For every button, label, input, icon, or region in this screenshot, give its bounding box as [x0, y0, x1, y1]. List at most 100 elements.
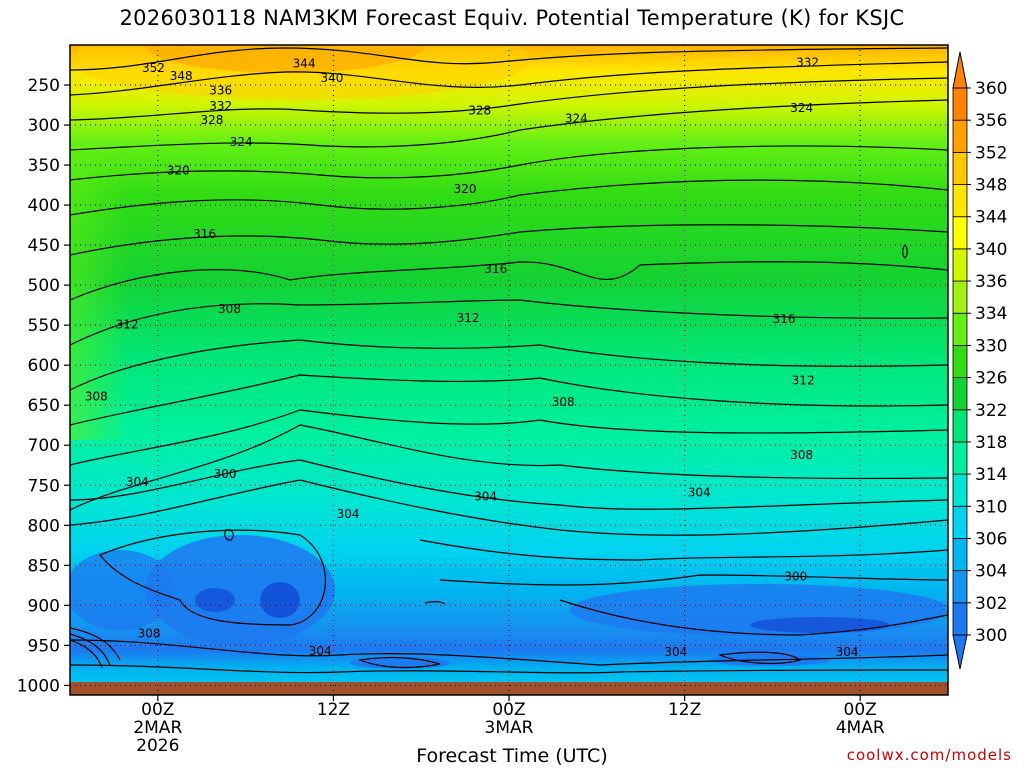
colorbar-tick-label: 344	[975, 208, 1007, 228]
contour-label: 324	[565, 112, 588, 126]
y-tick-label: 300	[28, 116, 60, 136]
colorbar-tick-label: 318	[975, 433, 1007, 453]
contour-label: 316	[193, 227, 216, 241]
ground-strip	[70, 682, 948, 695]
colorbar: 300 302 304 306 310 314 318 322 326 330 334 336 340 3…	[952, 51, 1007, 670]
contour-label: 320	[167, 164, 190, 178]
colorbar-tick-label: 304	[975, 562, 1007, 582]
x-axis-title: Forecast Time (UTC)	[416, 745, 608, 767]
colorbar-under-arrow	[952, 634, 968, 670]
contour-label: 332	[209, 99, 232, 113]
contour-label: 304	[474, 489, 497, 503]
y-tick-label: 750	[28, 476, 60, 496]
contour-label: 308	[218, 302, 241, 316]
contour-label: 324	[230, 135, 253, 149]
x-tick-label: 2MAR	[133, 718, 182, 738]
contour-label: 336	[209, 84, 232, 98]
credit-text: coolwx.com/models	[846, 746, 1012, 764]
y-tick-label: 500	[28, 276, 60, 296]
y-tick-label: 550	[28, 316, 60, 336]
colorbar-bin	[952, 345, 968, 378]
colorbar-tick-label: 340	[975, 240, 1007, 260]
colorbar-bin	[952, 505, 968, 539]
colorbar-bin	[952, 538, 968, 572]
y-tick-label: 950	[28, 636, 60, 656]
x-tick-label: 4MAR	[836, 718, 885, 738]
y-axis: 250 300 350 400 450 500 550 600 650 700 750 800 850 9…	[17, 76, 70, 696]
contour-label: 300	[784, 570, 807, 584]
x-tick-label: 2026	[136, 736, 179, 756]
contour-label: 324	[790, 101, 813, 115]
contour-label: 304	[664, 645, 687, 659]
colorbar-bin	[952, 377, 968, 411]
colorbar-tick-label: 300	[975, 626, 1007, 646]
contour-label: 348	[170, 69, 193, 83]
contour-label: 304	[337, 507, 360, 521]
contour-label: 304	[309, 644, 332, 658]
contour-label: 300	[214, 467, 237, 481]
colorbar-tick-label: 330	[975, 336, 1007, 356]
contour-label: 312	[792, 373, 815, 387]
grid-lines	[70, 45, 948, 695]
colorbar-tick-label: 306	[975, 529, 1007, 549]
colorbar-tick-label: 326	[975, 369, 1007, 389]
y-tick-label: 400	[28, 196, 60, 216]
contour-label: 308	[138, 626, 161, 640]
y-tick-label: 850	[28, 556, 60, 576]
contour-label: 316	[484, 262, 507, 276]
contour-label: 312	[457, 311, 480, 325]
contour-label: 352	[142, 61, 165, 75]
colorbar-tick-label: 336	[975, 272, 1007, 292]
contour-label: 344	[293, 56, 316, 70]
colorbar-bin	[952, 570, 968, 604]
colorbar-bin	[952, 87, 968, 121]
colorbar-bin	[952, 119, 968, 153]
colorbar-bin	[952, 280, 968, 314]
contour-label: 304	[836, 645, 859, 659]
contour-label: 316	[773, 312, 796, 326]
colorbar-bin	[952, 312, 968, 346]
contour-label: 328	[468, 104, 491, 118]
contour-label: 308	[85, 389, 108, 403]
x-tick-label: 00Z	[492, 700, 525, 720]
colorbar-bin	[952, 184, 968, 218]
colorbar-tick-label: 360	[975, 79, 1007, 99]
x-tick-label: 12Z	[668, 700, 701, 720]
y-tick-label: 450	[28, 236, 60, 256]
heatmap-field	[70, 45, 948, 695]
colorbar-bin	[952, 602, 968, 636]
x-tick-label: 00Z	[141, 700, 174, 720]
contour-label: 328	[200, 113, 223, 127]
y-tick-label: 800	[28, 516, 60, 536]
colorbar-bin	[952, 151, 968, 185]
colorbar-over-arrow	[952, 51, 968, 89]
colorbar-bin	[952, 473, 968, 507]
contour-labels: 3523483443403363323323283283243243243203…	[85, 56, 859, 659]
colorbar-tick-label: 314	[975, 465, 1007, 485]
contour-label: 308	[790, 448, 813, 462]
x-tick-label: 00Z	[844, 700, 877, 720]
contour-label: 304	[126, 475, 149, 489]
contour-label: 312	[116, 317, 139, 331]
x-tick-label: 3MAR	[485, 718, 534, 738]
colorbar-tick-label: 356	[975, 111, 1007, 131]
y-tick-label: 1000	[17, 676, 60, 696]
contour-label: 340	[320, 71, 343, 85]
colorbar-tick-label: 334	[975, 304, 1007, 324]
colorbar-tick-label: 352	[975, 143, 1007, 163]
y-tick-label: 600	[28, 356, 60, 376]
colorbar-tick-label: 322	[975, 401, 1007, 421]
colorbar-bin	[952, 216, 968, 250]
contour-label: 320	[454, 182, 477, 196]
y-tick-label: 900	[28, 596, 60, 616]
y-tick-label: 350	[28, 156, 60, 176]
y-tick-label: 250	[28, 76, 60, 96]
colorbar-bin	[952, 409, 968, 443]
colorbar-bin	[952, 248, 968, 282]
y-tick-label: 700	[28, 436, 60, 456]
colorbar-tick-label: 302	[975, 594, 1007, 614]
contour-label: 308	[552, 395, 575, 409]
colorbar-tick-label: 310	[975, 497, 1007, 517]
